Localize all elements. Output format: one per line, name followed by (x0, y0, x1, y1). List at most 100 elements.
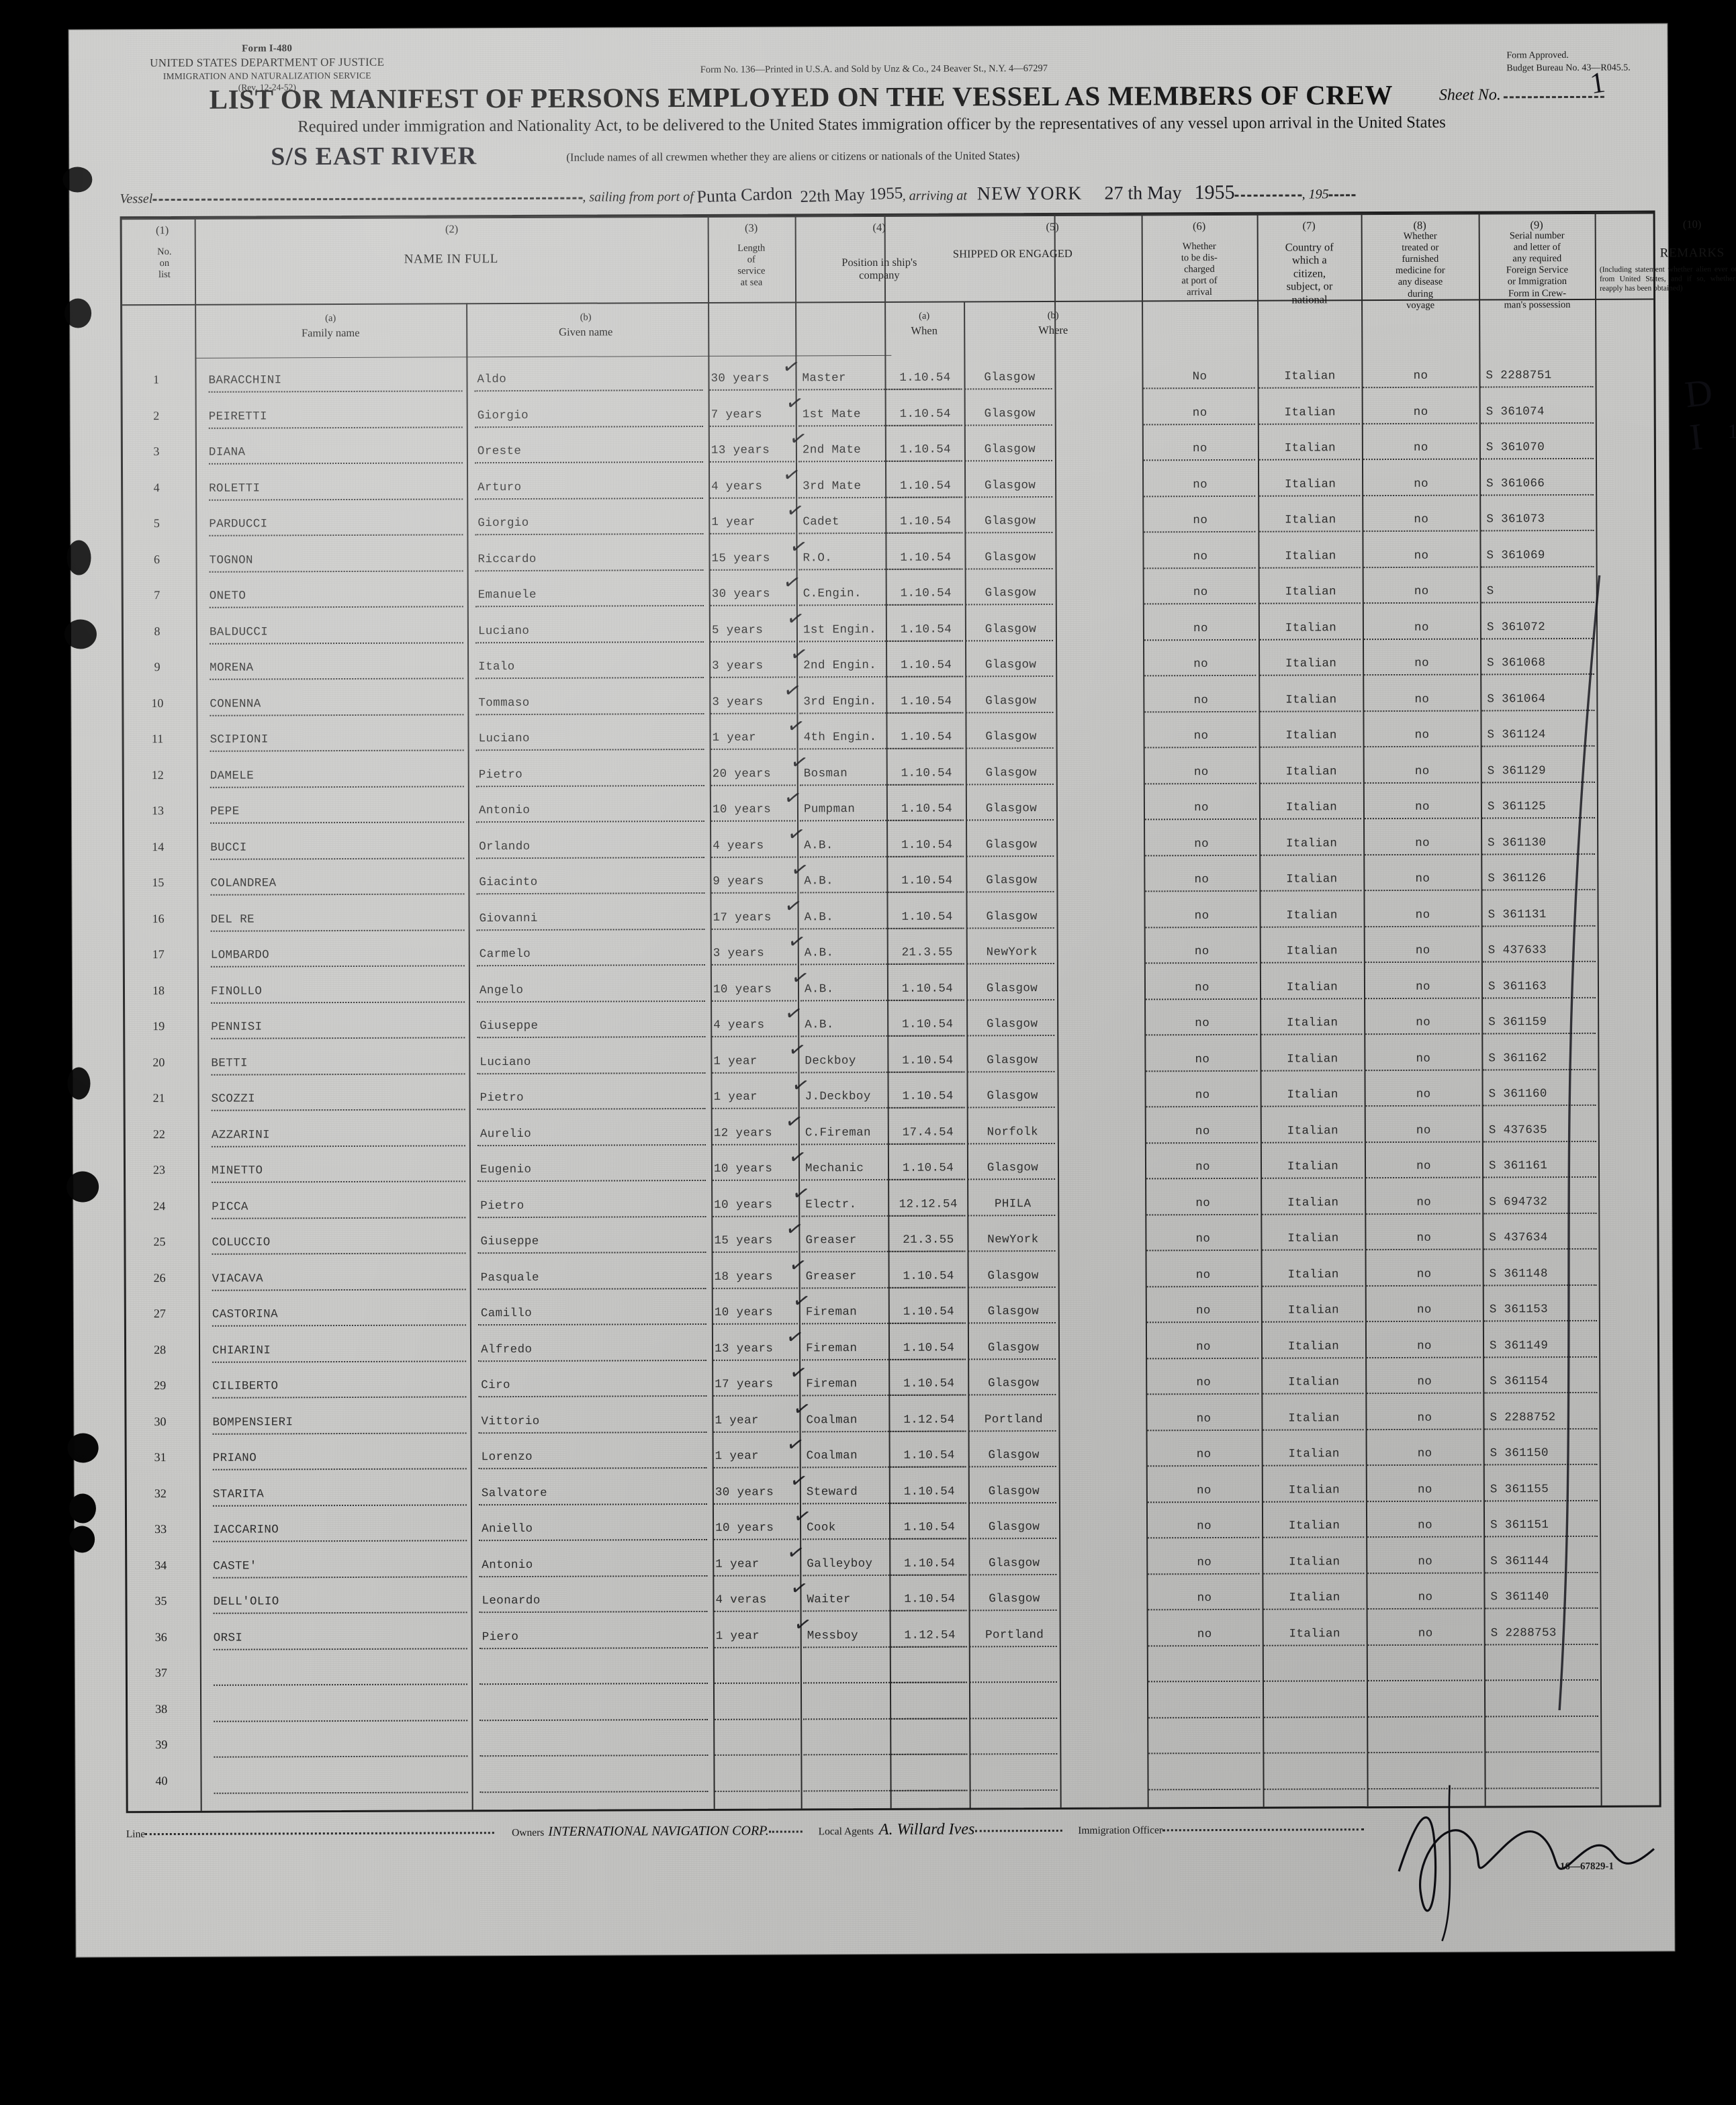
cell-serial: S 361074 (1486, 404, 1545, 418)
cell-given: Orlando (479, 839, 531, 853)
cell-service: 1 year (713, 1090, 758, 1104)
row-rule (888, 1035, 965, 1037)
cell-medicine: no (1414, 620, 1429, 635)
row-rule (208, 462, 463, 465)
row-number: 21 (152, 1091, 165, 1105)
row-rule (1263, 1644, 1365, 1646)
row-rule (711, 712, 796, 714)
crew-manifest-table: (1) (2) (3) (4) (5) (6) (7) (8) (9) (10)… (120, 210, 1736, 1814)
row-rule (711, 927, 796, 930)
cell-medicine: no (1414, 692, 1430, 706)
cell-serial: S 361069 (1486, 548, 1545, 562)
row-rule (710, 604, 795, 606)
row-rule (1365, 961, 1479, 964)
cell-serial: S 361066 (1486, 476, 1545, 490)
cell-given: Luciano (477, 624, 530, 638)
cell-when: 1.10.54 (900, 658, 952, 672)
cell-family: PRIANO (212, 1451, 257, 1465)
officer-check-mark: ✓ (784, 1432, 807, 1458)
cell-given: Emanuele (477, 588, 537, 602)
officer-check-mark: ✓ (783, 1216, 806, 1242)
row-rule (211, 1000, 465, 1004)
row-rule (475, 712, 704, 715)
cell-where: Norfolk (987, 1125, 1039, 1139)
row-rule (213, 1611, 467, 1614)
row-rule (210, 929, 465, 932)
cell-country: Italian (1287, 1339, 1340, 1354)
row-rule (1146, 1070, 1258, 1072)
row-rule (888, 1214, 966, 1217)
cell-country: Italian (1285, 513, 1336, 527)
row-rule (477, 1215, 706, 1218)
column-9-title: Serial number and letter of any required… (1504, 230, 1571, 311)
row-rule (969, 1537, 1057, 1540)
cell-serial: S 361149 (1489, 1338, 1549, 1352)
row-rule (1145, 818, 1257, 821)
row-rule (1482, 853, 1596, 855)
row-number: 33 (154, 1522, 167, 1536)
agents-value: A. Willard Ives (878, 1820, 975, 1838)
cell-when: 1.10.54 (902, 1054, 954, 1068)
punch-mark (64, 619, 97, 649)
row-rule (1364, 673, 1479, 676)
row-rule (1363, 602, 1478, 604)
row-rule (1147, 1464, 1259, 1467)
cell-where: Glasgow (986, 1017, 1038, 1031)
cell-serial: S 2288753 (1490, 1626, 1557, 1640)
row-rule (1144, 495, 1256, 497)
cell-when: 1.10.54 (900, 514, 952, 528)
cell-where: NewYork (986, 945, 1038, 960)
cell-given: Lorenzo (481, 1450, 533, 1464)
row-rule (886, 532, 963, 534)
row-number: 8 (154, 624, 161, 638)
row-rule (1259, 494, 1361, 497)
row-rule (1367, 1572, 1482, 1574)
row-rule (1148, 1644, 1260, 1646)
row-rule (477, 1000, 706, 1002)
row-rule (711, 964, 796, 966)
row-number: 19 (152, 1019, 165, 1033)
cell-when: 1.10.54 (903, 1376, 955, 1391)
cell-service: 30 years (715, 1485, 774, 1499)
row-rule (889, 1430, 966, 1432)
line-label: Line (126, 1828, 146, 1840)
row-rule (889, 1358, 966, 1360)
cell-serial: S 361144 (1490, 1554, 1549, 1568)
vessel-label: Vessel (120, 191, 153, 207)
row-rule (212, 1360, 467, 1363)
year-suffix: , 195 (1301, 187, 1329, 202)
row-number: 5 (153, 516, 160, 530)
cell-family: DELL'OLIO (213, 1595, 279, 1609)
row-rule (1147, 1357, 1259, 1359)
cell-service: 10 years (714, 1198, 773, 1212)
officer-check-mark: ✓ (781, 677, 803, 704)
row-rule (1143, 387, 1255, 389)
cell-serial: S 361148 (1489, 1266, 1548, 1280)
row-rule (209, 498, 463, 501)
cell-service: 5 years (711, 623, 764, 637)
cell-family: STARITA (212, 1487, 265, 1501)
row-rule (886, 496, 963, 498)
officer-check-mark: ✓ (783, 1109, 805, 1135)
row-rule (712, 999, 797, 1002)
row-rule (208, 426, 463, 429)
row-rule (1146, 1033, 1258, 1036)
row-rule (1262, 1321, 1363, 1323)
cell-when: 1.10.54 (899, 479, 952, 493)
cell-given: Angelo (479, 983, 524, 997)
cell-serial: S 361129 (1487, 763, 1547, 778)
cell-country: Italian (1287, 1267, 1339, 1282)
punch-mark (69, 1526, 95, 1553)
row-rule (711, 676, 796, 678)
row-rule (890, 1609, 967, 1611)
cell-family: MORENA (210, 661, 254, 675)
row-rule (1485, 1571, 1598, 1573)
punch-mark (68, 1493, 97, 1524)
row-rule (967, 1034, 1055, 1037)
punch-mark (64, 298, 92, 328)
row-rule (1365, 997, 1480, 999)
cell-service: 10 years (713, 1162, 773, 1176)
cell-given: Luciano (478, 731, 530, 746)
row-rule (967, 1106, 1055, 1109)
cell-serial: S 361150 (1490, 1446, 1549, 1460)
